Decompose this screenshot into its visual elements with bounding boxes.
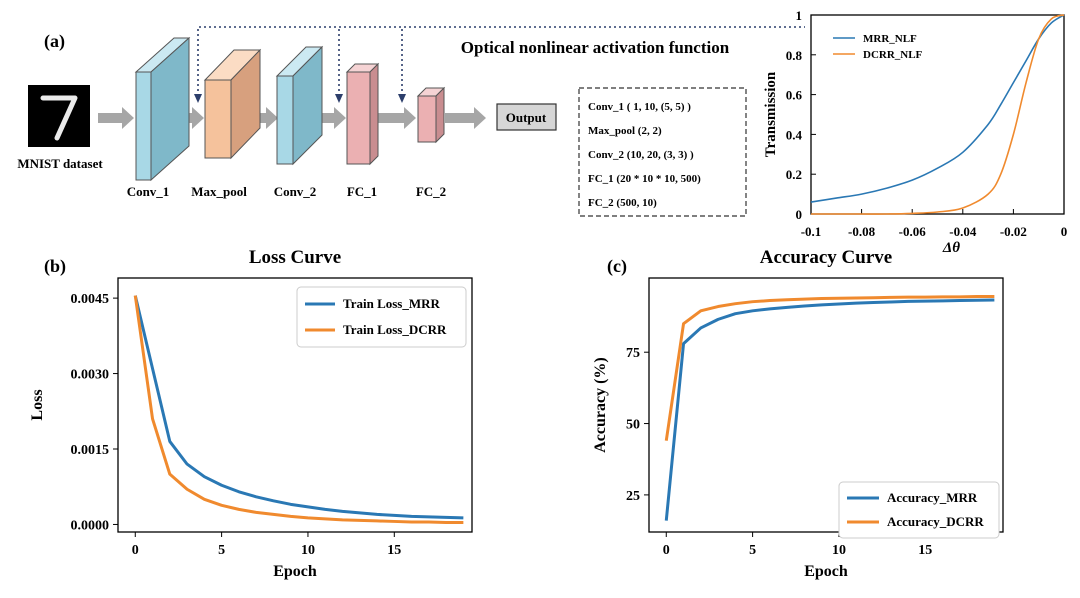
y-tick-label: 0.0000: [71, 518, 110, 533]
y-tick-label: 75: [626, 346, 640, 361]
panel-c-label: (c): [607, 256, 627, 277]
layer-label-fc2: FC_2: [416, 184, 446, 199]
transmission-chart: -0.1 -0.08 -0.06 -0.04 -0.02 0 0 0.2 0.4 0.6 0.8 1 Δ…: [763, 8, 1067, 256]
accuracy-chart: 0 5 10 15 25 50 75 Epoch Accuracy (%) Accuracy Cu…: [592, 247, 1004, 580]
panel-b-label: (b): [44, 256, 66, 277]
x-axis-label: Δθ: [942, 240, 960, 256]
fc1-block: [345, 62, 380, 166]
plot-frame: [648, 277, 1004, 533]
x-tick-label: 0: [132, 543, 139, 558]
layer-label-fc1: FC_1: [347, 184, 377, 199]
x-axis-label: Epoch: [273, 563, 317, 580]
y-tick-label: 0.2: [786, 167, 802, 182]
y-axis-label: Loss: [29, 389, 46, 420]
legend-label: Train Loss_MRR: [343, 296, 441, 311]
legend-label: Train Loss_DCRR: [343, 322, 447, 337]
arrow-icon: [98, 107, 134, 129]
legend-box: [296, 286, 467, 348]
activation-connectors: [197, 26, 805, 96]
arrowhead-icon: [335, 94, 343, 103]
series-line-accuracy_mrr: [664, 298, 995, 521]
legend-label: MRR_NLF: [863, 33, 917, 45]
plot-frame: [810, 14, 1065, 215]
y-tick-label: 0.0030: [71, 368, 110, 383]
y-tick-label: 0.0015: [71, 443, 110, 458]
config-line: FC_2 (500, 10): [588, 197, 657, 209]
arrow-icon: [248, 107, 278, 129]
chart-title: Loss Curve: [249, 247, 341, 268]
y-axis-label: Transmission: [763, 71, 779, 157]
y-tick-label: 0: [796, 207, 803, 222]
legend-label: Accuracy_DCRR: [887, 514, 984, 529]
output-box: [496, 103, 557, 131]
series-line-accuracy_dcrr: [664, 295, 995, 441]
arrowhead-icon: [194, 94, 202, 103]
legend-label: DCRR_NLF: [863, 49, 923, 61]
layer-label-maxpool: Max_pool: [191, 184, 247, 199]
chart-title: Accuracy Curve: [760, 247, 892, 268]
series-line-mrr_nlf: [810, 14, 1065, 203]
x-axis-label: Epoch: [804, 563, 848, 580]
fc2-block: [416, 86, 446, 144]
config-line: Conv_1 ( 1, 10, (5, 5) ): [588, 101, 691, 113]
y-tick-label: 25: [626, 489, 640, 504]
series-line-train loss_dcrr: [133, 295, 464, 524]
mnist-digit-image: [28, 85, 90, 147]
input-label: MNIST dataset: [17, 156, 103, 171]
loss-chart: 0 5 10 15 0.0000 0.0015 0.0030 0.0045 Epoch Loss L…: [29, 247, 473, 580]
activation-annotation: Optical nonlinear activation function: [461, 38, 730, 57]
layer-label-conv1: Conv_1: [127, 184, 170, 199]
x-tick-label: 15: [387, 543, 401, 558]
series-line-train loss_mrr: [133, 295, 464, 520]
x-tick-label: -0.02: [1000, 224, 1027, 239]
legend-box: [838, 481, 1000, 539]
x-tick-label: 5: [749, 543, 756, 558]
x-tick-label: -0.04: [949, 224, 977, 239]
y-tick-label: 0.8: [786, 48, 803, 63]
x-tick-label: -0.06: [899, 224, 927, 239]
y-tick-label: 0.6: [786, 88, 803, 103]
series-line-dcrr_nlf: [811, 14, 1065, 215]
conv2-block: [275, 45, 324, 166]
config-line: FC_1 (20 * 10 * 10, 500): [588, 173, 701, 185]
x-tick-label: 15: [918, 543, 932, 558]
config-line: Max_pool (2, 2): [588, 125, 662, 137]
x-tick-label: 5: [218, 543, 225, 558]
arrow-icon: [445, 107, 486, 129]
maxpool-block: [203, 48, 262, 160]
output-label: Output: [506, 110, 547, 125]
arrow-icon: [316, 107, 346, 129]
y-tick-label: 0.0045: [71, 292, 110, 307]
legend-label: Accuracy_MRR: [887, 490, 978, 505]
config-box: [578, 87, 747, 217]
y-axis-label: Accuracy (%): [592, 357, 609, 453]
y-tick-label: 0.4: [786, 127, 803, 142]
x-tick-label: 10: [832, 543, 846, 558]
conv1-block: [134, 36, 191, 182]
plot-frame: [117, 277, 473, 533]
x-tick-label: 10: [301, 543, 315, 558]
arrow-icon: [376, 107, 416, 129]
arrowhead-icon: [398, 94, 406, 103]
y-tick-label: 1: [796, 8, 803, 23]
y-tick-label: 50: [626, 418, 640, 433]
x-tick-label: 0: [663, 543, 670, 558]
x-tick-label: -0.1: [801, 224, 822, 239]
layer-label-conv2: Conv_2: [274, 184, 317, 199]
config-line: Conv_2 (10, 20, (3, 3) ): [588, 149, 694, 161]
x-tick-label: 0: [1061, 224, 1068, 239]
x-tick-label: -0.08: [848, 224, 876, 239]
panel-a-label: (a): [44, 31, 65, 52]
panel-a: (a) MNIST dataset: [17, 26, 805, 217]
